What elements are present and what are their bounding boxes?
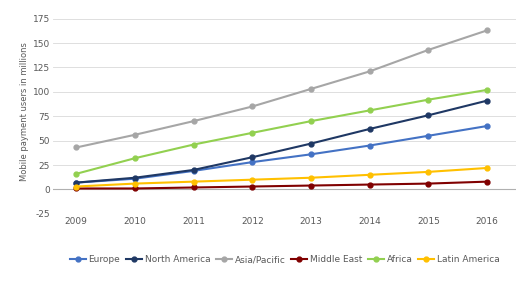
Latin America: [484, 166, 490, 170]
Middle East: [249, 185, 256, 188]
Line: Middle East: Middle East: [74, 179, 490, 191]
Line: Europe: Europe: [74, 124, 490, 185]
Latin America: [190, 180, 197, 184]
Africa: [190, 143, 197, 146]
Europe: [73, 181, 80, 184]
Africa: [132, 157, 138, 160]
Latin America: [308, 176, 314, 179]
Africa: [484, 88, 490, 92]
North America: [190, 168, 197, 172]
Africa: [425, 98, 432, 102]
Africa: [367, 109, 373, 112]
Y-axis label: Mobile payment users in millions: Mobile payment users in millions: [19, 42, 28, 181]
Africa: [249, 131, 256, 135]
Asia/Pacific: [367, 69, 373, 73]
Europe: [425, 134, 432, 138]
Latin America: [425, 170, 432, 174]
Middle East: [132, 187, 138, 190]
Asia/Pacific: [73, 146, 80, 149]
Asia/Pacific: [249, 105, 256, 108]
Asia/Pacific: [190, 119, 197, 123]
Middle East: [190, 186, 197, 189]
North America: [367, 127, 373, 131]
Europe: [308, 153, 314, 156]
Europe: [132, 177, 138, 181]
Middle East: [425, 182, 432, 185]
Line: North America: North America: [74, 98, 490, 185]
Latin America: [367, 173, 373, 177]
Asia/Pacific: [308, 87, 314, 91]
Line: Asia/Pacific: Asia/Pacific: [74, 28, 490, 150]
Europe: [367, 144, 373, 147]
Europe: [190, 169, 197, 173]
Latin America: [249, 178, 256, 181]
Asia/Pacific: [132, 133, 138, 137]
Africa: [73, 172, 80, 176]
Line: Africa: Africa: [74, 88, 490, 176]
Africa: [308, 119, 314, 123]
Asia/Pacific: [425, 48, 432, 52]
North America: [132, 176, 138, 179]
Europe: [249, 160, 256, 164]
North America: [249, 155, 256, 159]
Legend: Europe, North America, Asia/Pacific, Middle East, Africa, Latin America: Europe, North America, Asia/Pacific, Mid…: [70, 255, 500, 264]
North America: [308, 142, 314, 145]
Latin America: [73, 185, 80, 188]
Middle East: [367, 183, 373, 186]
Latin America: [132, 182, 138, 185]
North America: [484, 99, 490, 102]
Line: Latin America: Latin America: [74, 165, 490, 189]
North America: [425, 113, 432, 117]
Middle East: [73, 187, 80, 190]
Middle East: [308, 184, 314, 187]
Asia/Pacific: [484, 29, 490, 32]
Europe: [484, 124, 490, 128]
North America: [73, 181, 80, 184]
Middle East: [484, 180, 490, 184]
